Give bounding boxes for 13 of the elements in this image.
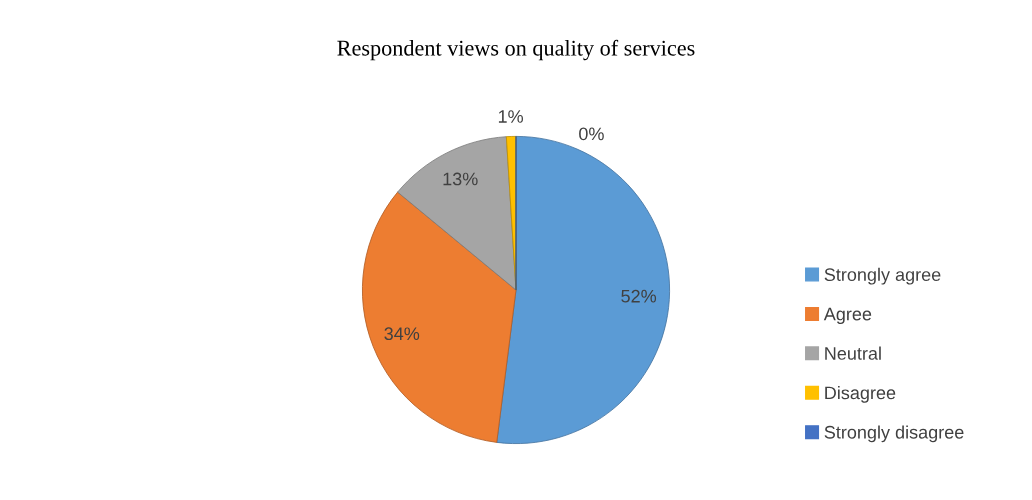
legend-label: Agree xyxy=(823,307,872,325)
chart-title: Respondent views on quality of services xyxy=(337,39,695,61)
data-label: 52% xyxy=(621,289,657,303)
legend-label: Neutral xyxy=(825,346,881,360)
pie-slice xyxy=(362,191,517,443)
legend-label: Strongly disagree xyxy=(824,425,964,443)
data-label: 34% xyxy=(384,327,420,341)
data-label: 13% xyxy=(443,172,478,186)
legend-label: Strongly agree xyxy=(824,267,941,285)
text: 0% xyxy=(579,127,604,141)
pie-slice xyxy=(397,136,517,291)
legend-label: Disagree xyxy=(825,385,896,403)
data-label: 1% xyxy=(498,110,523,123)
